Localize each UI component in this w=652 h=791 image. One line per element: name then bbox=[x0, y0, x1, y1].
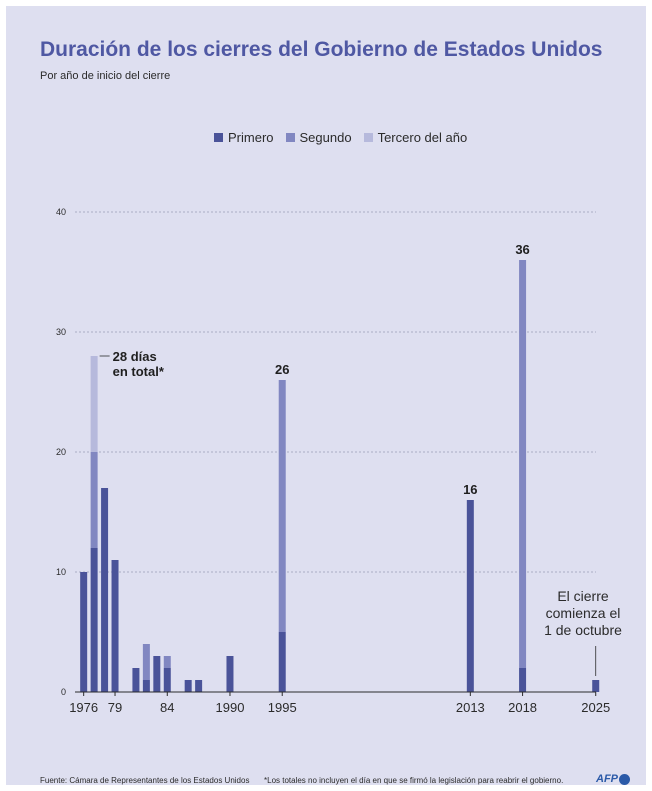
x-tick-label: 1995 bbox=[268, 700, 297, 715]
y-tick-label: 10 bbox=[56, 567, 66, 577]
x-tick-label: 1990 bbox=[216, 700, 245, 715]
bar-segment bbox=[195, 680, 203, 692]
x-tick-label: 2013 bbox=[456, 700, 485, 715]
y-tick-label: 20 bbox=[56, 447, 66, 457]
legend-item-tercero: Tercero del año bbox=[363, 130, 468, 145]
x-tick-label: 79 bbox=[108, 700, 122, 715]
bar-segment bbox=[163, 668, 171, 692]
y-tick-label: 0 bbox=[61, 687, 66, 697]
source-note: Fuente: Cámara de Representantes de los … bbox=[40, 776, 250, 785]
bar-segment bbox=[80, 572, 88, 692]
afp-logo-text: AFP bbox=[596, 773, 618, 785]
x-tick-label: 2018 bbox=[508, 700, 537, 715]
x-tick-label: 2025 bbox=[581, 700, 610, 715]
bar-segment bbox=[101, 488, 109, 692]
annotation-text: 28 días bbox=[113, 349, 157, 364]
bar-segment bbox=[90, 548, 98, 692]
data-label: 26 bbox=[275, 362, 289, 377]
afp-logo-dot bbox=[619, 773, 630, 785]
chart-title: Duración de los cierres del Gobierno de … bbox=[40, 38, 603, 61]
x-tick-label: 84 bbox=[160, 700, 174, 715]
bar-segment bbox=[519, 668, 527, 692]
bar-segment bbox=[466, 500, 474, 692]
legend-label-segundo: Segundo bbox=[299, 130, 352, 145]
bar-segment bbox=[132, 668, 140, 692]
bar-segment bbox=[519, 260, 527, 668]
legend-label-primero: Primero bbox=[228, 130, 274, 145]
legend: Primero Segundo Tercero del año bbox=[214, 130, 479, 145]
bar-segment bbox=[90, 452, 98, 548]
annotation-text: 1 de octubre bbox=[544, 622, 622, 638]
chart-subtitle: Por año de inicio del cierre bbox=[40, 70, 171, 82]
bar-segment bbox=[184, 680, 192, 692]
bar-segment bbox=[90, 356, 98, 452]
bar-segment bbox=[278, 632, 286, 692]
bar-segment bbox=[153, 656, 161, 692]
bar-segment bbox=[226, 656, 234, 692]
annotation-text: en total* bbox=[113, 364, 165, 379]
legend-swatch-tercero bbox=[363, 133, 373, 142]
bar-segment bbox=[278, 380, 286, 632]
legend-label-tercero: Tercero del año bbox=[377, 130, 468, 145]
bar-segment bbox=[111, 560, 119, 692]
legend-swatch-primero bbox=[214, 133, 223, 142]
annotation-text: El cierre bbox=[557, 588, 609, 604]
y-tick-label: 30 bbox=[56, 327, 66, 337]
y-tick-label: 40 bbox=[56, 207, 66, 217]
bar-segment bbox=[142, 680, 150, 692]
bar-segment bbox=[163, 656, 171, 668]
annotation-text: comienza el bbox=[546, 605, 621, 621]
data-label: 36 bbox=[515, 242, 529, 257]
bar-segment bbox=[592, 680, 600, 692]
legend-item-primero: Primero bbox=[214, 130, 274, 145]
footnote: *Los totales no incluyen el día en que s… bbox=[264, 776, 564, 785]
legend-swatch-segundo bbox=[285, 133, 295, 142]
x-tick-label: 1976 bbox=[69, 700, 98, 715]
bar-segment bbox=[142, 644, 150, 680]
legend-item-segundo: Segundo bbox=[285, 130, 352, 145]
afp-logo: AFP bbox=[596, 773, 630, 785]
data-label: 16 bbox=[463, 482, 477, 497]
